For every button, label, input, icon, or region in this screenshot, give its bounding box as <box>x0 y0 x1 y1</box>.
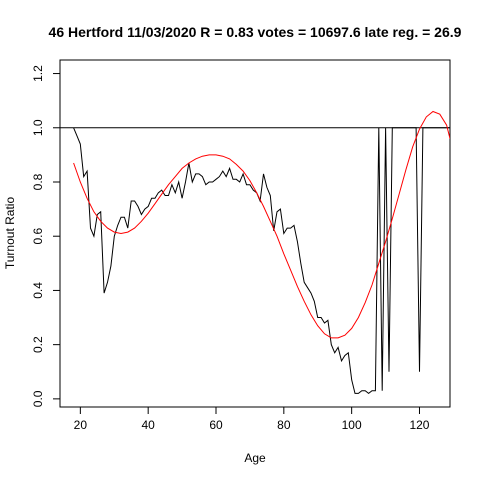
plot-frame <box>59 59 451 408</box>
y-tick-label: 0.8 <box>31 173 45 190</box>
x-tick-label: 100 <box>342 418 362 432</box>
y-axis: 0.0 0.2 0.4 0.6 0.8 1.0 1.2 <box>31 65 60 407</box>
x-axis-label: Age <box>244 451 266 465</box>
x-axis: 20 40 60 80 100 120 <box>74 407 430 432</box>
x-tick-label: 20 <box>74 418 88 432</box>
y-tick-label: 0.2 <box>31 336 45 353</box>
fitted-curve-series <box>73 110 450 339</box>
x-tick-label: 60 <box>209 418 223 432</box>
y-tick-label: 1.2 <box>31 65 45 82</box>
observed-turnout-series <box>73 127 450 395</box>
x-tick-label: 80 <box>277 418 291 432</box>
plot-area <box>60 110 450 395</box>
y-tick-label: 0.0 <box>31 390 45 407</box>
y-tick-label: 0.6 <box>31 228 45 245</box>
chart-title: 46 Hertford 11/03/2020 R = 0.83 votes = … <box>49 24 462 40</box>
x-tick-label: 40 <box>141 418 155 432</box>
y-axis-label: Turnout Ratio <box>3 197 17 270</box>
y-tick-label: 0.4 <box>31 282 45 299</box>
x-tick-label: 120 <box>409 418 429 432</box>
y-tick-label: 1.0 <box>31 119 45 136</box>
